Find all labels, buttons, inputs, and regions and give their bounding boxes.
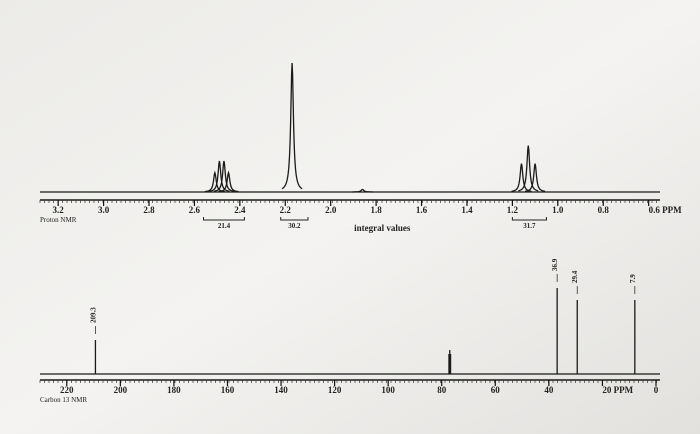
x-tick-label: 20 PPM bbox=[602, 385, 633, 395]
peak bbox=[352, 188, 373, 193]
x-tick-label: 3.2 bbox=[53, 205, 65, 215]
x-tick-label: 1.2 bbox=[507, 205, 519, 215]
integral-value: 21.4 bbox=[218, 222, 231, 230]
x-tick-label: 120 bbox=[328, 385, 342, 395]
x-tick-label: 2.4 bbox=[234, 205, 246, 215]
x-tick-label: 140 bbox=[274, 385, 288, 395]
peak bbox=[524, 163, 546, 192]
x-tick-label: 220 bbox=[60, 385, 74, 395]
integral-bracket bbox=[280, 217, 309, 221]
integral-bracket bbox=[511, 217, 547, 221]
x-tick-label: 0.6 PPM bbox=[649, 205, 682, 215]
peak bbox=[281, 62, 303, 190]
peak-label: 36.9 bbox=[551, 258, 559, 271]
peak-label: 29.4 bbox=[571, 270, 579, 283]
integral-value: 31.7 bbox=[523, 222, 536, 230]
note: integral values bbox=[354, 223, 411, 233]
x-tick-label: 1.4 bbox=[461, 205, 473, 215]
peak bbox=[218, 170, 239, 193]
integral-value: 30.2 bbox=[288, 222, 301, 230]
x-tick-label: 2.8 bbox=[143, 205, 155, 215]
axis-label: Carbon 13 NMR bbox=[40, 396, 87, 404]
x-tick-label: 160 bbox=[221, 385, 235, 395]
x-tick-label: 200 bbox=[114, 385, 128, 395]
x-tick-label: 60 bbox=[491, 385, 501, 395]
integral-bracket bbox=[203, 217, 245, 221]
x-tick-label: 80 bbox=[437, 385, 447, 395]
x-tick-label: 2.2 bbox=[280, 205, 292, 215]
x-tick-label: 1.0 bbox=[552, 205, 564, 215]
peak bbox=[213, 160, 235, 192]
x-tick-label: 1.8 bbox=[370, 205, 382, 215]
x-tick-label: 0.8 bbox=[598, 205, 610, 215]
x-tick-label: 180 bbox=[167, 385, 181, 395]
x-tick-label: 2.0 bbox=[325, 205, 337, 215]
x-tick-label: 40 bbox=[544, 385, 554, 395]
x-tick-label: 3.0 bbox=[98, 205, 110, 215]
x-tick-label: 100 bbox=[381, 385, 395, 395]
peak-label: 7.9 bbox=[629, 274, 637, 283]
peak bbox=[518, 145, 539, 192]
x-tick-label: 0 bbox=[654, 385, 659, 395]
x-tick-label: 1.6 bbox=[416, 205, 428, 215]
peak-label: 209.3 bbox=[89, 307, 97, 323]
peak bbox=[209, 160, 230, 192]
x-tick-label: 2.6 bbox=[189, 205, 201, 215]
axis-label: Proton NMR bbox=[40, 216, 77, 224]
